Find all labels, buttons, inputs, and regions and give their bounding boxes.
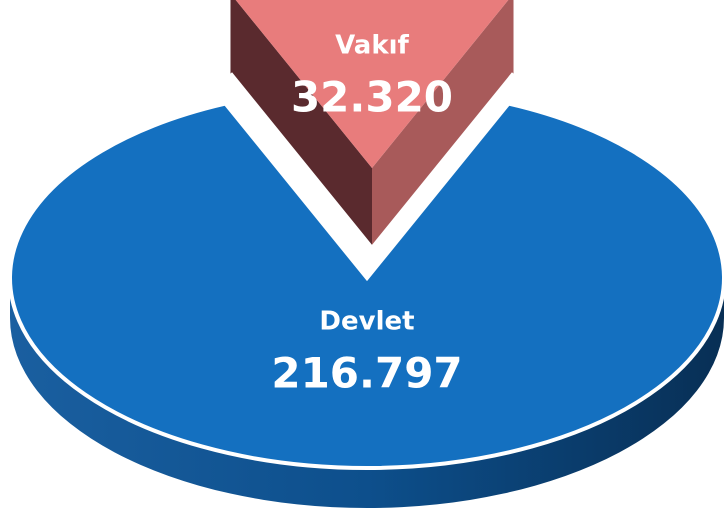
pie-side [10,278,724,508]
value-label: 32.320 [291,73,453,122]
slice-side [230,0,372,248]
slice-label: Vakıf [335,31,409,61]
slice-outline [228,72,516,252]
value-label: 216.797 [271,349,462,398]
slice-side [372,0,514,248]
slice-label: Devlet [319,307,414,337]
pie-slice [235,0,509,168]
pie-slice [8,101,726,471]
